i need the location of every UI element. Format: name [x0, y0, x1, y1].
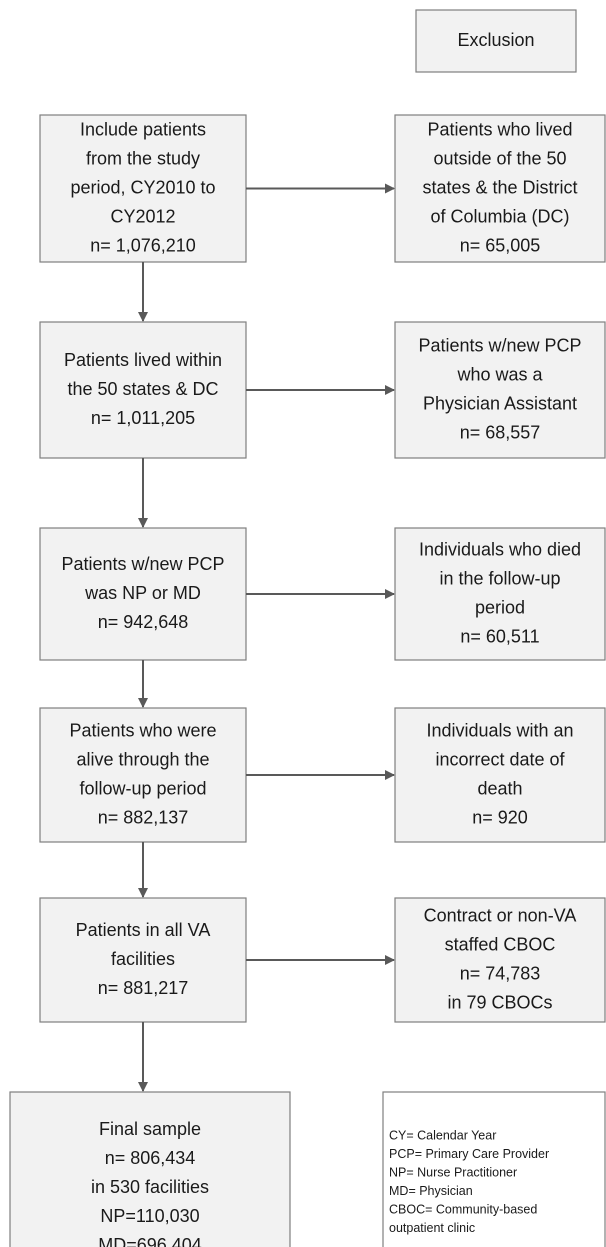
legend-text: MD= Physician: [389, 1184, 473, 1198]
step-text: Patients lived within: [64, 350, 222, 370]
final-text: n= 806,434: [105, 1148, 196, 1168]
exclusion-text: who was a: [456, 364, 543, 384]
legend-text: PCP= Primary Care Provider: [389, 1147, 549, 1161]
exclusion-box: [394, 707, 606, 843]
final-text: MD=696,404: [98, 1235, 202, 1247]
exclusion-text: n= 60,511: [460, 626, 539, 646]
exclusion-text: period: [475, 597, 525, 617]
final-text: in 530 facilities: [91, 1177, 209, 1197]
exclusion-box: [394, 321, 606, 459]
exclusion-text: Patients who lived: [427, 119, 572, 139]
legend-text: NP= Nurse Practitioner: [389, 1165, 517, 1179]
exclusion-text: of Columbia (DC): [430, 206, 569, 226]
step-text: period, CY2010 to: [70, 177, 215, 197]
exclusion-text: n= 68,557: [460, 422, 541, 442]
final-text: Final sample: [99, 1119, 201, 1139]
final-box: [9, 1091, 291, 1247]
exclusion-text: Contract or non-VA: [424, 905, 577, 925]
legend-text: CBOC= Community-based: [389, 1202, 537, 1216]
step-box: [39, 114, 247, 263]
exclusion-header: Exclusion: [457, 30, 534, 50]
step-text: CY2012: [110, 206, 175, 226]
step-text: follow-up period: [79, 778, 206, 798]
exclusion-text: outside of the 50: [433, 148, 566, 168]
step-text: n= 942,648: [98, 612, 189, 632]
exclusion-box: [394, 897, 606, 1023]
legend-box: [382, 1091, 606, 1247]
legend-text: outpatient clinic: [389, 1221, 475, 1235]
exclusion-text: death: [477, 778, 522, 798]
exclusion-text: Physician Assistant: [423, 393, 577, 413]
step-text: facilities: [111, 949, 175, 969]
exclusion-text: Individuals with an: [426, 720, 573, 740]
exclusion-text: n= 74,783: [460, 963, 541, 983]
exclusion-header-box: [415, 9, 577, 73]
step-text: Patients w/new PCP: [61, 554, 224, 574]
step-box: [39, 527, 247, 661]
final-text: NP=110,030: [100, 1206, 199, 1226]
exclusion-text: Individuals who died: [419, 539, 581, 559]
step-text: n= 881,217: [98, 978, 189, 998]
step-text: Patients in all VA: [76, 920, 211, 940]
exclusion-text: states & the District: [422, 177, 577, 197]
exclusion-box: [394, 527, 606, 661]
step-text: n= 1,076,210: [90, 235, 196, 255]
exclusion-text: n= 920: [472, 807, 528, 827]
step-text: the 50 states & DC: [67, 379, 218, 399]
step-text: from the study: [86, 148, 200, 168]
exclusion-text: Patients w/new PCP: [418, 335, 581, 355]
exclusion-text: in the follow-up: [439, 568, 560, 588]
legend-text: CY= Calendar Year: [389, 1128, 496, 1142]
exclusion-text: n= 65,005: [460, 235, 541, 255]
exclusion-box: [394, 114, 606, 263]
step-text: Patients who were: [69, 720, 216, 740]
step-text: alive through the: [76, 749, 209, 769]
exclusion-text: staffed CBOC: [445, 934, 556, 954]
exclusion-text: in 79 CBOCs: [447, 992, 552, 1012]
exclusion-text: incorrect date of: [435, 749, 565, 769]
step-text: n= 882,137: [98, 807, 189, 827]
step-text: n= 1,011,205: [91, 408, 195, 428]
step-text: was NP or MD: [84, 583, 201, 603]
step-text: Include patients: [80, 119, 206, 139]
step-box: [39, 707, 247, 843]
step-box: [39, 321, 247, 459]
